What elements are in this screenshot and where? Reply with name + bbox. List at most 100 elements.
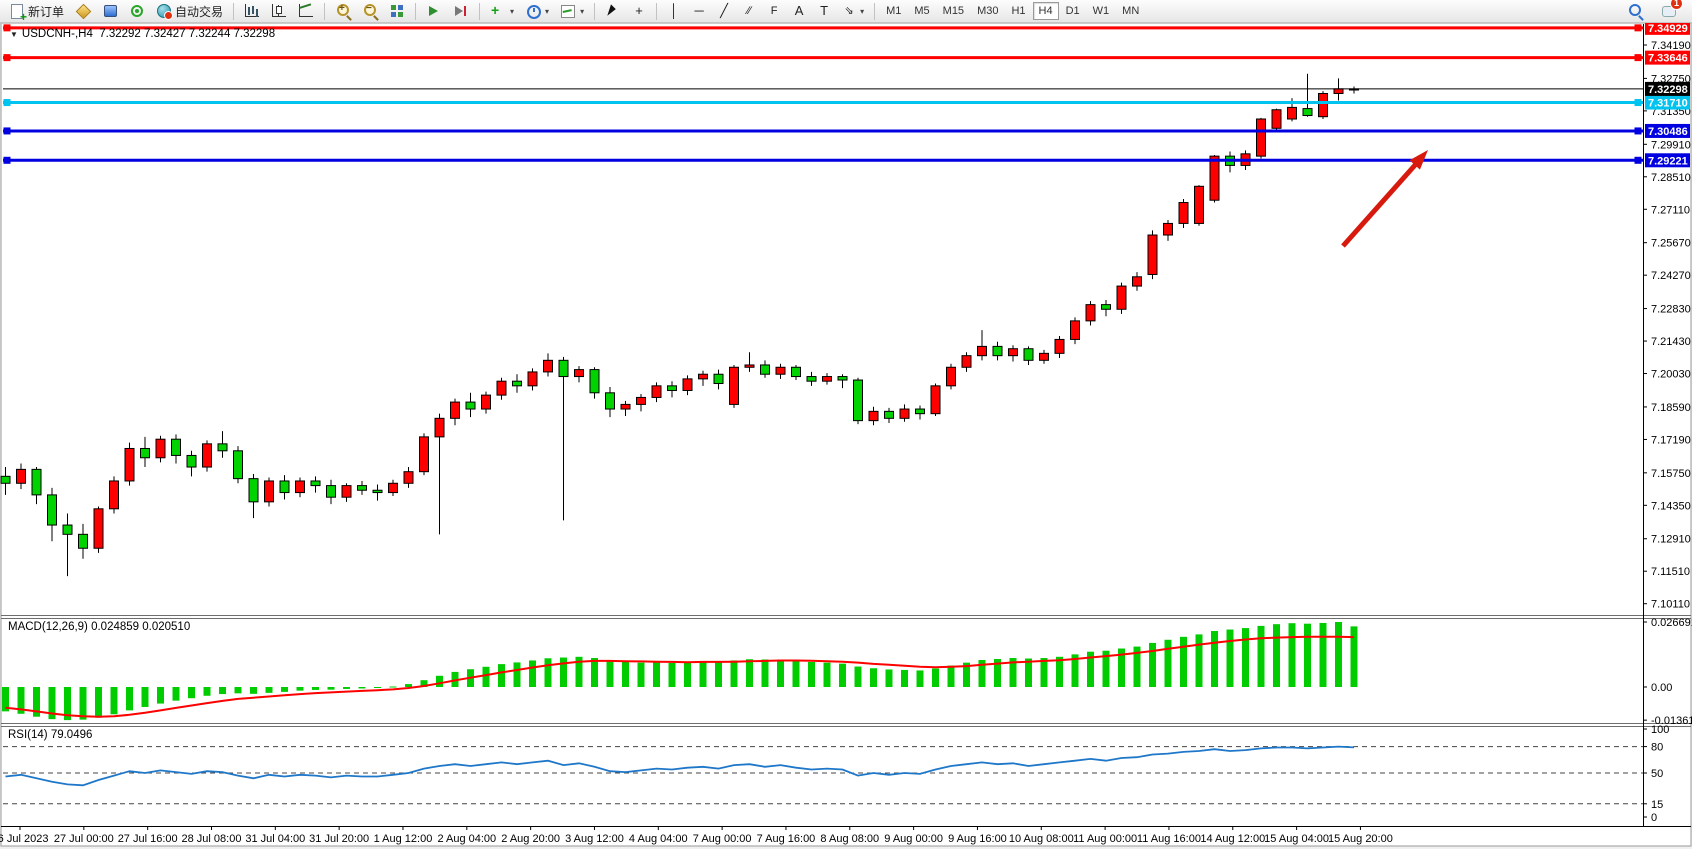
search-button[interactable] [1622,1,1648,21]
timeframe-mn[interactable]: MN [1116,2,1145,20]
chart-profile-button[interactable] [70,1,96,21]
bar-chart-button[interactable] [239,1,265,21]
equidistant-channel-button[interactable]: ∕∕ [737,1,761,21]
timeframe-d1[interactable]: D1 [1060,2,1086,20]
svg-text:4 Aug 04:00: 4 Aug 04:00 [629,833,688,845]
template-icon [560,3,576,19]
svg-text:7.29910: 7.29910 [1651,139,1691,151]
svg-text:0.026691: 0.026691 [1651,617,1692,629]
autotrading-button[interactable]: 自动交易 [151,1,228,21]
chart-window[interactable]: ▼ USDCNH-,H4 7.32292 7.32427 7.32244 7.32… [0,23,1692,849]
horizontal-line-icon: ─ [694,3,704,18]
hline-objects-layer[interactable] [3,24,1643,164]
symbol-dropdown-icon: ▼ [10,30,18,39]
autotrading-icon [156,3,174,20]
svg-text:100: 100 [1651,724,1669,736]
svg-text:26 Jul 2023: 26 Jul 2023 [0,833,48,845]
zoom-out-icon [362,3,378,19]
line-chart-icon [298,3,314,19]
candlestick-icon [271,3,287,19]
timeframe-m15[interactable]: M15 [937,2,970,20]
svg-text:31 Jul 20:00: 31 Jul 20:00 [309,833,369,845]
timeframe-m5[interactable]: M5 [908,2,935,20]
text-label-button[interactable]: T [812,1,836,21]
tile-windows-icon [389,3,405,19]
svg-text:9 Aug 16:00: 9 Aug 16:00 [948,833,1007,845]
svg-text:80: 80 [1651,742,1663,754]
trend-arrow-annotation[interactable] [1341,150,1428,248]
clock-icon [525,3,542,19]
tile-windows-button[interactable] [384,1,410,21]
toolbar: 新订单 自动交易 + ▾ ▾ ▾ + │ ─ ╱ ∕∕ F A T ⇘ [0,0,1692,24]
profile-icon [75,3,92,20]
svg-text:14 Aug 12:00: 14 Aug 12:00 [1200,833,1265,845]
search-icon [1627,3,1643,19]
svg-text:7.25670: 7.25670 [1651,238,1691,250]
svg-text:7.20030: 7.20030 [1651,369,1691,381]
svg-text:7.14350: 7.14350 [1651,500,1691,512]
zoom-out-button[interactable] [357,1,383,21]
terminal-icon [102,3,118,19]
svg-text:10 Aug 08:00: 10 Aug 08:00 [1009,833,1074,845]
timeframe-m30[interactable]: M30 [971,2,1004,20]
timeframe-h1[interactable]: H1 [1005,2,1031,20]
price-axis[interactable]: 7.341907.327507.313507.299107.285107.271… [1643,23,1691,611]
timeframe-h4[interactable]: H4 [1032,2,1059,20]
svg-text:7.28510: 7.28510 [1651,172,1691,184]
arrows-tool-button[interactable]: ⇘ ▾ [837,1,869,21]
svg-text:0: 0 [1651,812,1657,824]
timeframe-w1[interactable]: W1 [1087,2,1116,20]
horizontal-line-button[interactable]: ─ [687,1,711,21]
new-order-button[interactable]: 新订单 [4,1,69,24]
svg-text:2 Aug 04:00: 2 Aug 04:00 [437,833,496,845]
svg-text:11 Aug 16:00: 11 Aug 16:00 [1137,833,1201,845]
fibonacci-icon: F [770,5,778,17]
svg-text:7.33646: 7.33646 [1648,53,1688,65]
auto-scroll-button[interactable] [421,1,447,21]
timeframe-m1[interactable]: M1 [880,2,907,20]
fibonacci-button[interactable]: F [762,1,786,21]
bar-chart-icon [244,3,260,19]
templates-button[interactable]: ▾ [555,1,589,21]
new-order-icon [9,3,27,24]
svg-text:7.11510: 7.11510 [1651,566,1690,578]
line-chart-button[interactable] [293,1,319,21]
trendline-icon: ╱ [720,3,728,18]
svg-text:7.18590: 7.18590 [1651,402,1691,414]
autotrading-label: 自动交易 [175,4,224,19]
chart-shift-button[interactable] [448,1,474,21]
svg-text:28 Jul 08:00: 28 Jul 08:00 [182,833,242,845]
text-button[interactable]: A [787,1,811,21]
candlestick-button[interactable] [266,1,292,21]
chevron-down-icon: ▾ [510,6,515,16]
trendline-button[interactable]: ╱ [712,1,736,21]
svg-text:11 Aug 00:00: 11 Aug 00:00 [1073,833,1137,845]
toolbar-separator [415,2,417,20]
time-axis[interactable]: 26 Jul 2023 27 Jul 00:00 27 Jul 16:00 28 Ju… [0,826,1393,845]
vertical-line-button[interactable]: │ [662,1,686,21]
svg-text:7.32298: 7.32298 [1648,84,1688,96]
notification-badge: 1 [1670,0,1683,10]
terminal-button[interactable] [97,1,123,21]
svg-text:1 Aug 12:00: 1 Aug 12:00 [374,833,433,845]
chart-canvas[interactable]: 7.341907.327507.313507.299107.285107.271… [0,23,1692,849]
chat-icon: 1 [1661,0,1683,19]
indicators-button[interactable]: + ▾ [485,1,519,21]
arrows-icon: ⇘ [844,5,854,17]
chat-button[interactable]: 1 [1656,0,1683,21]
svg-text:7.34190: 7.34190 [1651,40,1691,52]
cursor-button[interactable] [600,1,626,21]
zoom-in-button[interactable] [330,1,356,21]
signals-button[interactable] [124,1,150,21]
svg-text:50: 50 [1651,768,1663,780]
svg-text:7 Aug 00:00: 7 Aug 00:00 [693,833,752,845]
text-label-icon: T [820,3,829,18]
crosshair-icon: + [635,3,643,18]
periods-button[interactable]: ▾ [520,1,554,21]
candles-layer [0,73,1359,577]
zoom-in-icon [335,3,351,19]
svg-text:31 Jul 04:00: 31 Jul 04:00 [245,833,305,845]
svg-text:2 Aug 20:00: 2 Aug 20:00 [501,833,560,845]
svg-text:7.30486: 7.30486 [1648,126,1688,138]
crosshair-button[interactable]: + [627,1,651,21]
